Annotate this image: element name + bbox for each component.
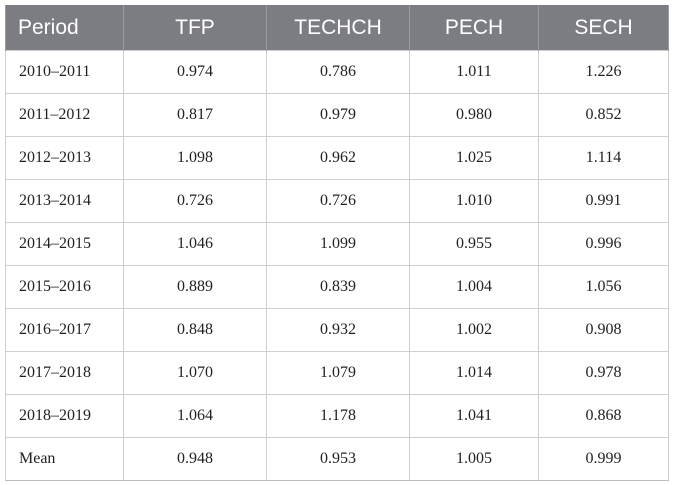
table-row: 2017–2018 1.070 1.079 1.014 0.978 [5,351,669,395]
header-sech: SECH [538,5,669,51]
table-row: Mean 0.948 0.953 1.005 0.999 [5,437,669,481]
data-table-container: Period TFP TECHCH PECH SECH 2010–2011 0.9… [5,5,669,481]
cell-sech: 1.114 [538,136,669,180]
cell-tfp: 0.948 [123,437,267,481]
cell-pech: 1.025 [409,136,539,180]
cell-pech: 1.010 [409,179,539,223]
cell-period: 2015–2016 [5,265,124,309]
cell-techch: 1.178 [266,394,410,438]
cell-tfp: 1.098 [123,136,267,180]
cell-techch: 1.099 [266,222,410,266]
header-tfp: TFP [123,5,267,51]
cell-period: 2013–2014 [5,179,124,223]
table-row: 2011–2012 0.817 0.979 0.980 0.852 [5,93,669,137]
cell-techch: 0.726 [266,179,410,223]
table-row: 2013–2014 0.726 0.726 1.010 0.991 [5,179,669,223]
cell-techch: 0.932 [266,308,410,352]
cell-tfp: 0.726 [123,179,267,223]
cell-period: 2016–2017 [5,308,124,352]
cell-techch: 1.079 [266,351,410,395]
cell-pech: 0.955 [409,222,539,266]
cell-tfp: 1.046 [123,222,267,266]
table-row: 2012–2013 1.098 0.962 1.025 1.114 [5,136,669,180]
cell-period: 2012–2013 [5,136,124,180]
cell-sech: 0.999 [538,437,669,481]
header-techch: TECHCH [266,5,410,51]
cell-techch: 0.979 [266,93,410,137]
cell-pech: 1.002 [409,308,539,352]
cell-period: 2014–2015 [5,222,124,266]
cell-pech: 1.041 [409,394,539,438]
cell-tfp: 1.064 [123,394,267,438]
cell-sech: 0.991 [538,179,669,223]
table-header: Period TFP TECHCH PECH SECH [5,5,669,51]
cell-tfp: 0.974 [123,50,267,94]
cell-period: Mean [5,437,124,481]
header-pech: PECH [409,5,539,51]
cell-tfp: 0.889 [123,265,267,309]
cell-period: 2018–2019 [5,394,124,438]
cell-techch: 0.953 [266,437,410,481]
table-row: 2015–2016 0.889 0.839 1.004 1.056 [5,265,669,309]
cell-pech: 1.004 [409,265,539,309]
malmquist-index-table: Period TFP TECHCH PECH SECH 2010–2011 0.9… [5,5,669,481]
cell-pech: 0.980 [409,93,539,137]
cell-techch: 0.962 [266,136,410,180]
table-row: 2010–2011 0.974 0.786 1.011 1.226 [5,50,669,94]
table-row: 2014–2015 1.046 1.099 0.955 0.996 [5,222,669,266]
header-row: Period TFP TECHCH PECH SECH [5,5,669,51]
table-row: 2018–2019 1.064 1.178 1.041 0.868 [5,394,669,438]
table-row: 2016–2017 0.848 0.932 1.002 0.908 [5,308,669,352]
cell-sech: 0.996 [538,222,669,266]
cell-tfp: 0.848 [123,308,267,352]
header-period: Period [5,5,124,51]
cell-sech: 1.056 [538,265,669,309]
cell-period: 2017–2018 [5,351,124,395]
cell-tfp: 1.070 [123,351,267,395]
cell-sech: 0.978 [538,351,669,395]
cell-period: 2011–2012 [5,93,124,137]
cell-sech: 1.226 [538,50,669,94]
cell-pech: 1.005 [409,437,539,481]
cell-sech: 0.908 [538,308,669,352]
table-body: 2010–2011 0.974 0.786 1.011 1.226 2011–2012 0.… [5,50,669,481]
cell-sech: 0.868 [538,394,669,438]
cell-pech: 1.014 [409,351,539,395]
cell-period: 2010–2011 [5,50,124,94]
cell-techch: 0.786 [266,50,410,94]
cell-tfp: 0.817 [123,93,267,137]
cell-sech: 0.852 [538,93,669,137]
cell-techch: 0.839 [266,265,410,309]
cell-pech: 1.011 [409,50,539,94]
